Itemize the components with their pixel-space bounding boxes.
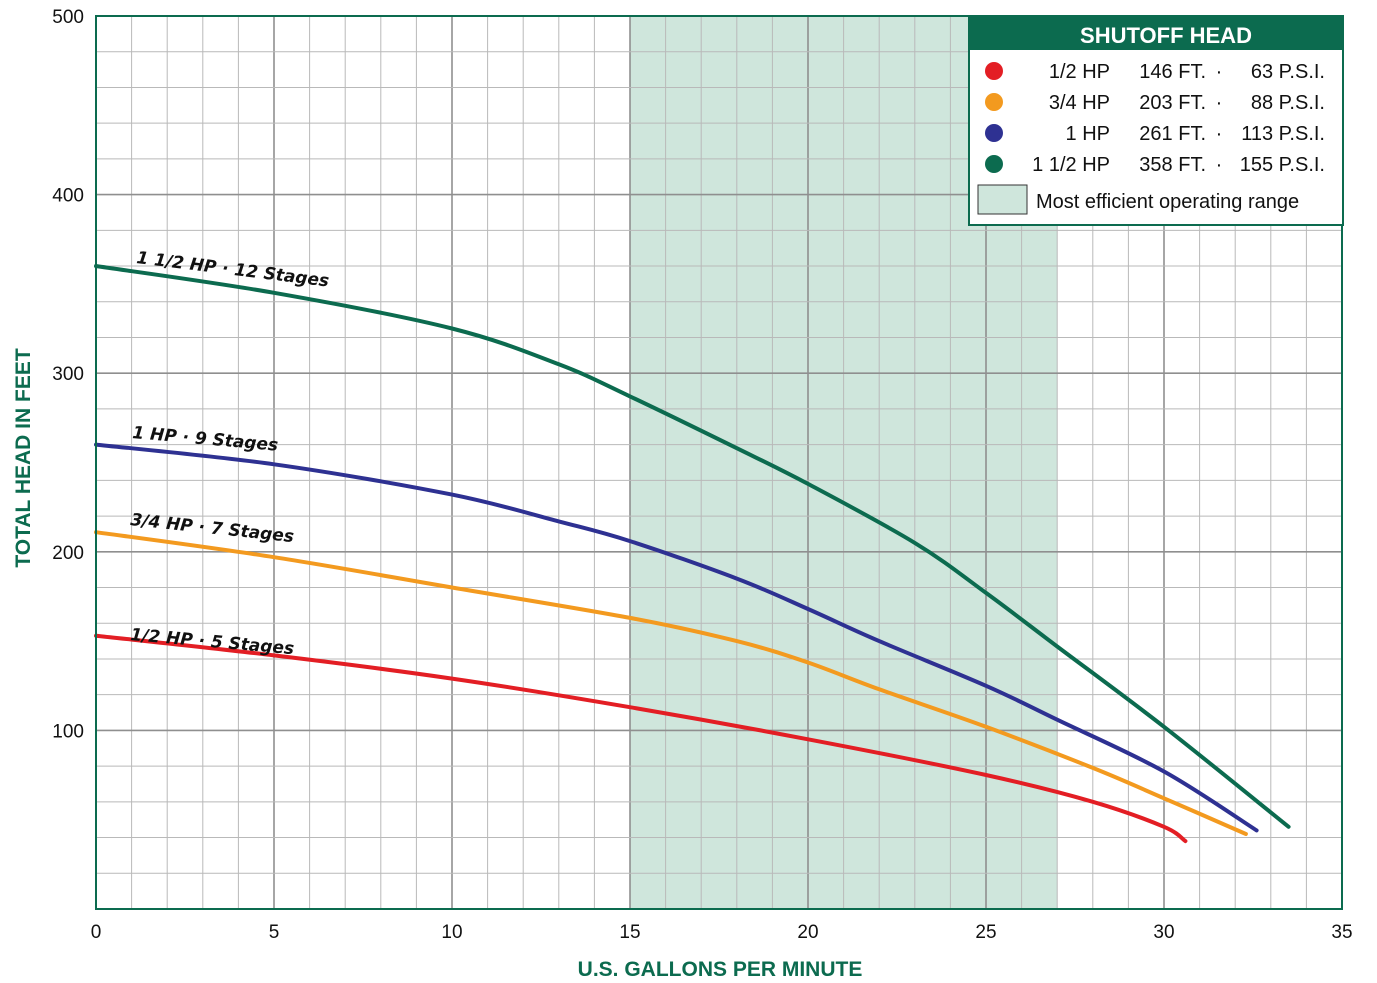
legend-rows: 1/2 HP 146 FT. · 63 P.S.I. 3/4 HP 203 FT. · 88 … (985, 61, 1325, 176)
legend-hp: 1 HP (1066, 123, 1110, 145)
x-tick-label: 35 (1331, 922, 1352, 943)
legend-dot-2 (985, 124, 1003, 142)
y-axis-title: TOTAL HEAD IN FEET (12, 348, 35, 568)
legend-separator: · (1216, 61, 1223, 83)
legend-feet: 146 FT. (1139, 61, 1206, 83)
x-tick-label: 10 (441, 922, 462, 943)
efficient-range-label: Most efficient operating range (1036, 191, 1299, 213)
y-tick-label: 200 (52, 543, 84, 564)
legend-title: SHUTOFF HEAD (1080, 23, 1252, 48)
x-tick-label: 20 (797, 922, 818, 943)
legend-header (969, 16, 1343, 50)
series-layer (94, 264, 1291, 844)
y-tick-label: 100 (52, 721, 84, 742)
legend-feet: 203 FT. (1139, 92, 1206, 114)
shutoff-head-legend: SHUTOFF HEAD 1/2 HP 146 FT. · 63 P.S.I. 3/4 … (968, 15, 1344, 226)
legend-dot-0 (985, 62, 1003, 80)
efficient-range-swatch (977, 184, 1028, 215)
tick-label-layer: 0 5 10 15 20 25 30 35 100 200 300 400 500 (52, 7, 1352, 943)
x-tick-label: 25 (975, 922, 996, 943)
legend-separator: · (1216, 154, 1223, 176)
plot-frame (95, 15, 1343, 910)
legend-separator: · (1216, 123, 1223, 145)
legend-psi: 63 P.S.I. (1251, 61, 1325, 83)
legend-hp: 1 1/2 HP (1032, 154, 1110, 176)
series-line-2 (94, 442, 1259, 833)
x-tick-label: 5 (269, 922, 280, 943)
legend-psi: 113 P.S.I. (1241, 123, 1325, 145)
legend-hp: 1/2 HP (1049, 61, 1110, 83)
x-tick-label: 0 (91, 922, 102, 943)
legend-hp: 3/4 HP (1049, 92, 1110, 114)
frame-layer (95, 15, 1343, 910)
x-tick-label: 15 (619, 922, 640, 943)
x-axis-title: U.S. GALLONS PER MINUTE (578, 958, 863, 981)
y-tick-label: 500 (52, 7, 84, 28)
curve-label-0: 1/2 HP · 5 Stages (130, 625, 295, 659)
y-tick-label: 400 (52, 186, 84, 207)
series-line-1 (94, 530, 1248, 836)
series-line-3 (94, 264, 1291, 829)
x-tick-label: 30 (1153, 922, 1174, 943)
legend-dot-3 (985, 155, 1003, 173)
legend-psi: 155 P.S.I. (1240, 154, 1325, 176)
legend-separator: · (1216, 92, 1223, 114)
series-line-0 (94, 633, 1188, 844)
legend-feet: 261 FT. (1139, 123, 1206, 145)
legend-feet: 358 FT. (1139, 154, 1206, 176)
legend-frame (968, 15, 1344, 226)
y-tick-label: 300 (52, 364, 84, 385)
legend-psi: 88 P.S.I. (1251, 92, 1325, 114)
legend-dot-1 (985, 93, 1003, 111)
